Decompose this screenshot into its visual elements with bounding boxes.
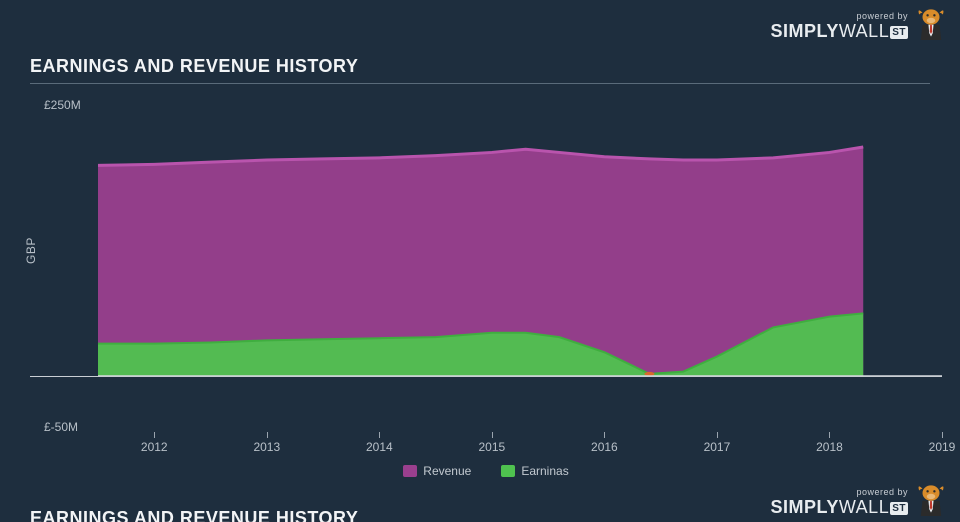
x-tick-label: 2012 <box>141 440 168 454</box>
legend-label: Earninas <box>521 464 568 478</box>
x-tick-mark <box>829 432 830 438</box>
x-tick-label: 2018 <box>816 440 843 454</box>
brand-logo-text: powered by SIMPLYWALLST <box>771 12 909 40</box>
legend-label: Revenue <box>423 464 471 478</box>
y-axis-title: GBP <box>24 237 38 264</box>
x-tick-mark <box>942 432 943 438</box>
y-axis-min-label: £-50M <box>44 420 78 434</box>
logo-powered-by: powered by <box>856 12 908 21</box>
x-tick-label: 2014 <box>366 440 393 454</box>
title-underline <box>30 83 930 84</box>
x-tick-mark <box>379 432 380 438</box>
area-chart-svg <box>98 106 942 430</box>
x-axis-baseline <box>30 376 942 377</box>
x-tick-label: 2015 <box>479 440 506 454</box>
chart-title-repeat: EARNINGS AND REVENUE HISTORY <box>30 508 930 522</box>
x-tick-label: 2017 <box>704 440 731 454</box>
x-tick-mark <box>604 432 605 438</box>
y-axis-max-label: £250M <box>44 98 81 112</box>
legend-swatch <box>403 465 417 477</box>
brand-logo-top: powered by SIMPLYWALLST <box>771 6 949 40</box>
x-tick-mark <box>717 432 718 438</box>
chart-container: £250M £-50M GBP 201220132014201520162017… <box>30 94 942 454</box>
legend-item-earnings: Earninas <box>501 464 568 478</box>
section-header: EARNINGS AND REVENUE HISTORY <box>30 56 930 84</box>
chart-title: EARNINGS AND REVENUE HISTORY <box>30 56 930 83</box>
logo-powered-by: powered by <box>856 488 908 497</box>
x-tick-mark <box>492 432 493 438</box>
x-tick-mark <box>154 432 155 438</box>
bull-icon <box>914 6 948 40</box>
x-tick-mark <box>267 432 268 438</box>
chart-plot-area <box>98 106 942 430</box>
section-header-repeat: EARNINGS AND REVENUE HISTORY <box>30 508 930 522</box>
legend-item-revenue: Revenue <box>403 464 471 478</box>
x-tick-label: 2013 <box>253 440 280 454</box>
logo-brand: SIMPLYWALLST <box>771 22 909 40</box>
x-tick-label: 2019 <box>929 440 956 454</box>
legend-swatch <box>501 465 515 477</box>
x-tick-label: 2016 <box>591 440 618 454</box>
x-axis: 20122013201420152016201720182019 <box>98 432 942 460</box>
chart-legend: Revenue Earninas <box>30 464 942 478</box>
